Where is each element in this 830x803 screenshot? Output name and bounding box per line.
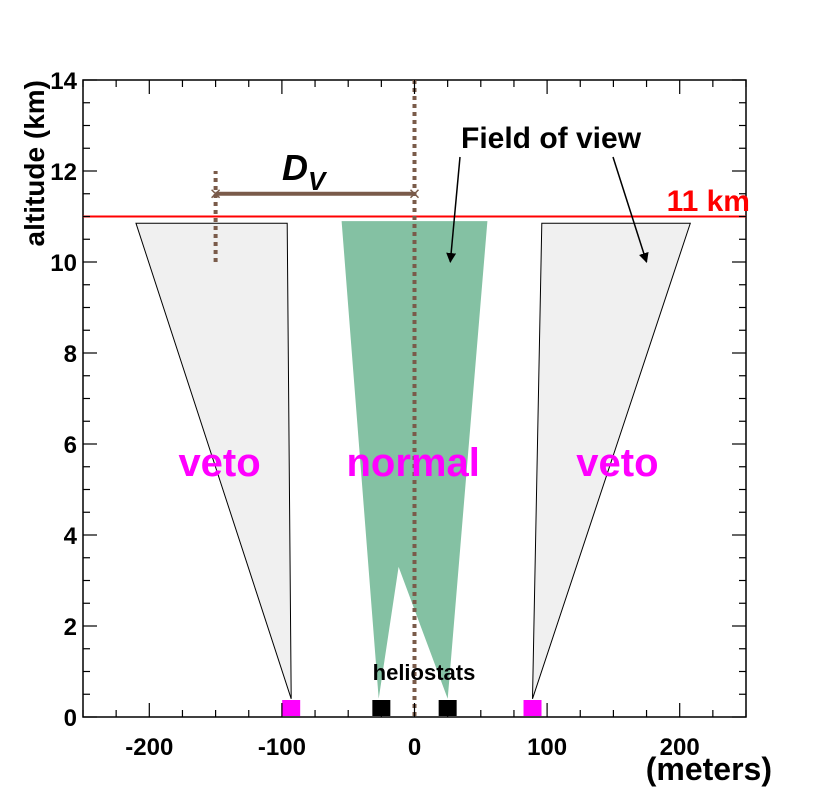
- heliostat-3: [438, 700, 457, 716]
- y-tick-label-10: 10: [50, 250, 77, 277]
- heliostat-2: [372, 700, 391, 716]
- y-tick-label-2: 2: [64, 614, 77, 641]
- heliostat-1: [282, 700, 301, 716]
- x-tick-label-100: 100: [527, 734, 567, 761]
- x-tick-label-0: 0: [408, 734, 421, 761]
- x-tick-label--200: -200: [125, 734, 173, 761]
- fov-arrow-1: [446, 156, 461, 263]
- field-of-view-label: Field of view: [461, 122, 642, 155]
- y-tick-label-0: 0: [64, 705, 77, 732]
- veto-fov-2: [532, 222, 691, 699]
- heliostat-4: [523, 700, 542, 716]
- x-tick-label-200: 200: [660, 734, 700, 761]
- y-tick-label-14: 14: [50, 68, 77, 95]
- veto-label-right: veto: [576, 441, 658, 485]
- y-tick-label-6: 6: [64, 432, 77, 459]
- heliostats-label: heliostats: [373, 660, 476, 685]
- normal-label: normal: [346, 441, 479, 485]
- reference-line-label: 11 km: [667, 185, 750, 218]
- dv-endpoint-2: [409, 189, 420, 199]
- x-tick-label--100: -100: [258, 734, 306, 761]
- x-axis-label: (meters): [646, 751, 772, 787]
- y-tick-label-12: 12: [50, 159, 77, 186]
- dv-label: DV: [282, 147, 328, 196]
- dv-endpoint-1: [211, 189, 221, 199]
- dv-label-main: D: [282, 147, 308, 188]
- y-tick-label-8: 8: [64, 341, 77, 368]
- veto-fov-1: [135, 222, 292, 699]
- fov-arrow-2: [612, 156, 649, 263]
- dv-label-subscript: V: [308, 166, 328, 196]
- veto-label-left: veto: [178, 441, 260, 485]
- y-axis-label: altitude (km): [19, 80, 50, 246]
- y-tick-label-4: 4: [64, 523, 78, 550]
